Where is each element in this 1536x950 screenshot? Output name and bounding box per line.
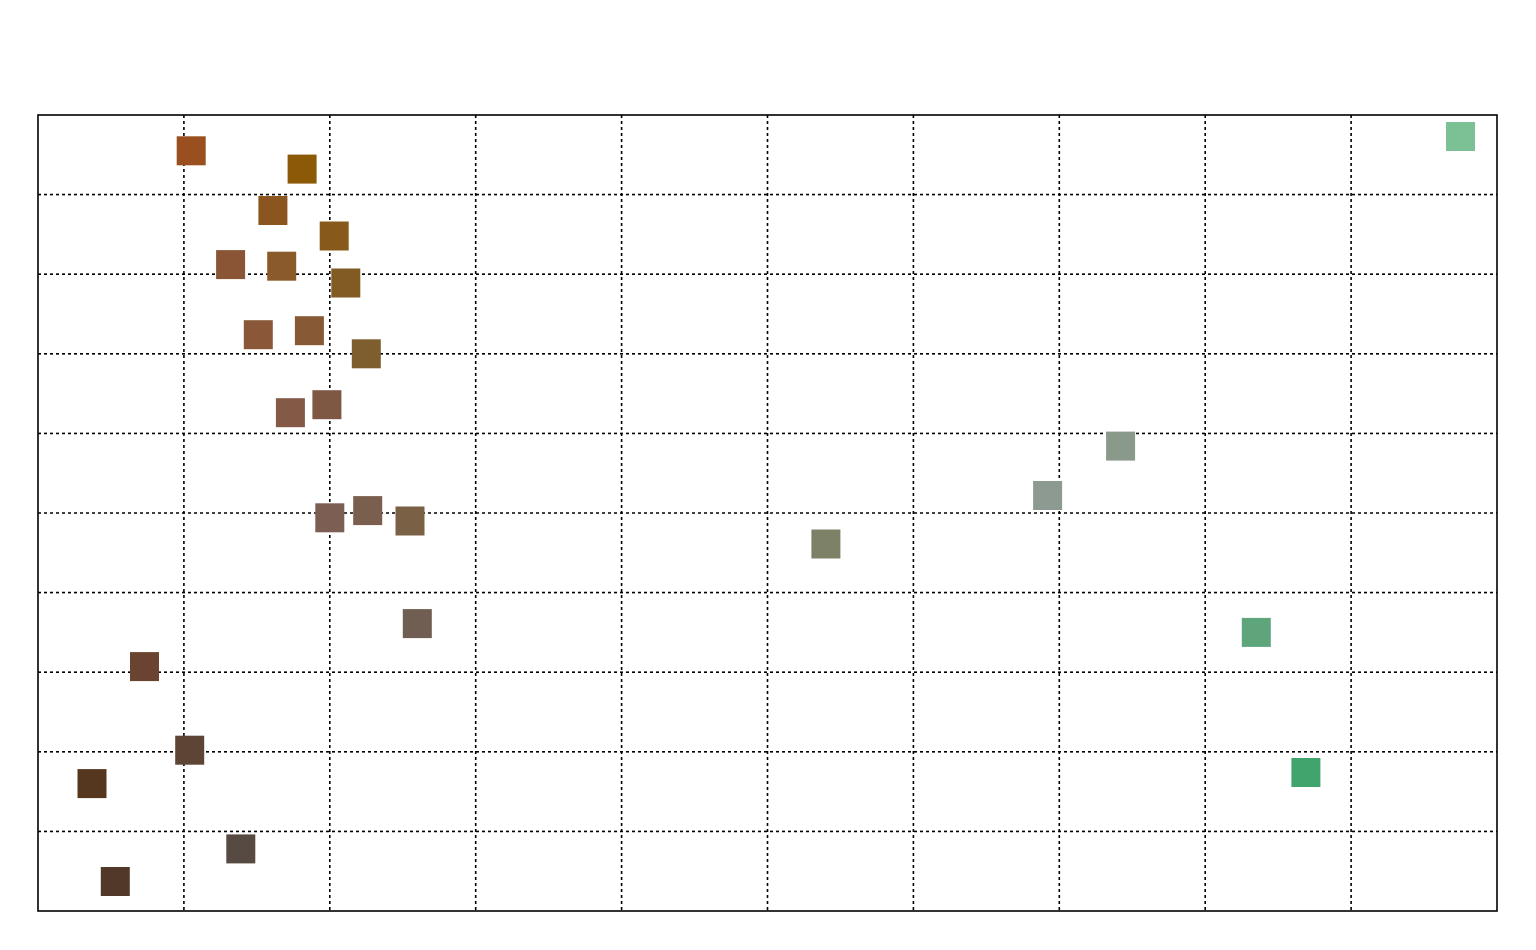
data-point [130, 652, 159, 682]
data-point [312, 390, 342, 420]
data-point [175, 735, 205, 765]
data-point [275, 398, 305, 428]
data-point [319, 221, 349, 251]
data-point [811, 529, 841, 559]
data-point [267, 251, 297, 281]
data-point [294, 316, 324, 346]
data-point [226, 834, 256, 864]
data-point [77, 769, 107, 799]
grid-lines [38, 115, 1497, 911]
data-point [402, 609, 432, 639]
data-point [216, 250, 246, 280]
data-point [243, 320, 273, 350]
data-point [176, 136, 206, 166]
data-point [1446, 122, 1475, 151]
data-point [351, 339, 381, 369]
data-point [100, 867, 130, 896]
data-point [1106, 431, 1136, 461]
plot-frame [37, 114, 1498, 912]
data-point [1241, 617, 1271, 647]
data-point [258, 196, 288, 225]
data-point [1033, 481, 1063, 510]
data-point [315, 503, 345, 533]
data-point [287, 154, 317, 184]
data-point [331, 268, 361, 298]
data-point [1291, 758, 1321, 787]
data-points [77, 122, 1475, 896]
data-point [353, 496, 383, 526]
data-point [395, 506, 425, 536]
